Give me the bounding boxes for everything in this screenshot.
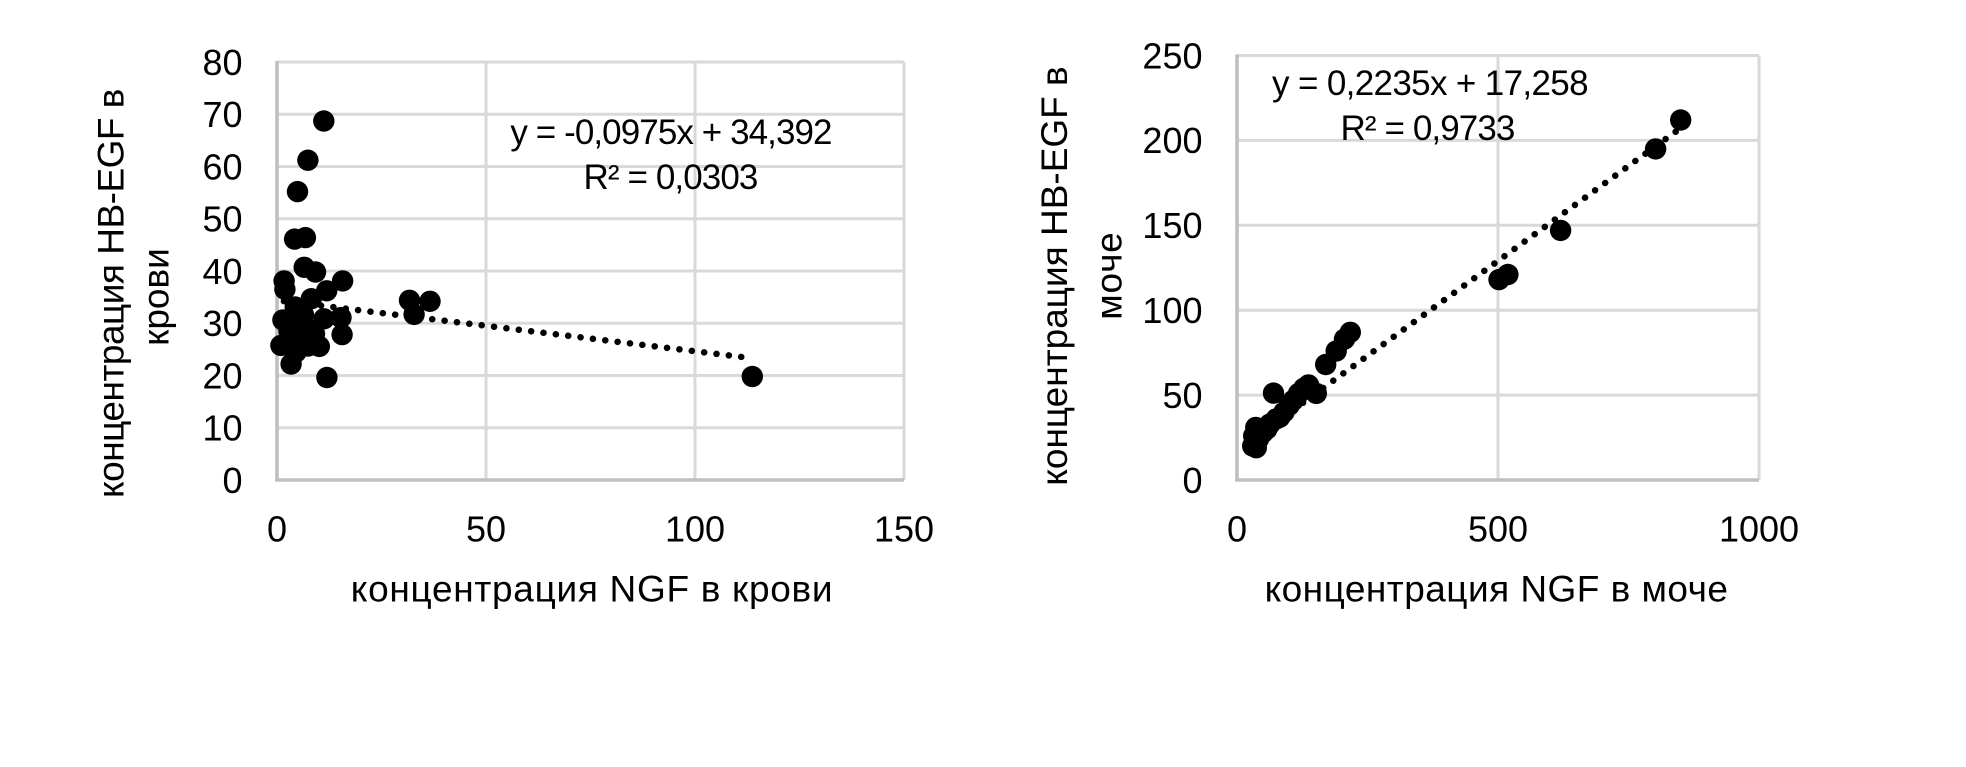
svg-text:y = -0,0975x + 34,392: y = -0,0975x + 34,392 — [510, 113, 831, 152]
svg-text:250: 250 — [1142, 35, 1202, 76]
svg-text:1000: 1000 — [1719, 508, 1799, 549]
svg-text:концентрация NGF в моче: концентрация NGF в моче — [1265, 569, 1729, 610]
svg-text:R² = 0,9733: R² = 0,9733 — [1341, 109, 1515, 148]
svg-text:150: 150 — [1142, 205, 1202, 246]
svg-text:10: 10 — [202, 408, 242, 449]
svg-text:50: 50 — [1162, 375, 1202, 416]
svg-text:200: 200 — [1142, 120, 1202, 161]
svg-text:0: 0 — [1182, 460, 1202, 501]
svg-text:концентрация HB-EGF в: концентрация HB-EGF в — [1034, 66, 1075, 485]
svg-text:50: 50 — [202, 199, 242, 240]
svg-text:60: 60 — [202, 146, 242, 187]
svg-text:30: 30 — [202, 303, 242, 344]
svg-text:40: 40 — [202, 251, 242, 292]
svg-text:0: 0 — [267, 508, 287, 549]
svg-text:концентрация NGF в крови: концентрация NGF в крови — [351, 569, 833, 610]
svg-text:крови: крови — [135, 248, 176, 346]
svg-text:50: 50 — [466, 508, 506, 549]
svg-text:концентрация HB-EGF в: концентрация HB-EGF в — [91, 89, 132, 498]
svg-text:100: 100 — [665, 508, 725, 549]
svg-text:моче: моче — [1089, 231, 1130, 319]
svg-text:y = 0,2235x + 17,258: y = 0,2235x + 17,258 — [1272, 64, 1588, 103]
svg-text:R² = 0,0303: R² = 0,0303 — [584, 158, 758, 197]
svg-text:0: 0 — [222, 460, 242, 501]
svg-text:150: 150 — [874, 508, 934, 549]
svg-text:20: 20 — [202, 355, 242, 396]
svg-text:0: 0 — [1227, 508, 1247, 549]
svg-text:70: 70 — [202, 94, 242, 135]
svg-text:100: 100 — [1142, 290, 1202, 331]
svg-text:80: 80 — [202, 42, 242, 83]
svg-text:500: 500 — [1468, 508, 1528, 549]
